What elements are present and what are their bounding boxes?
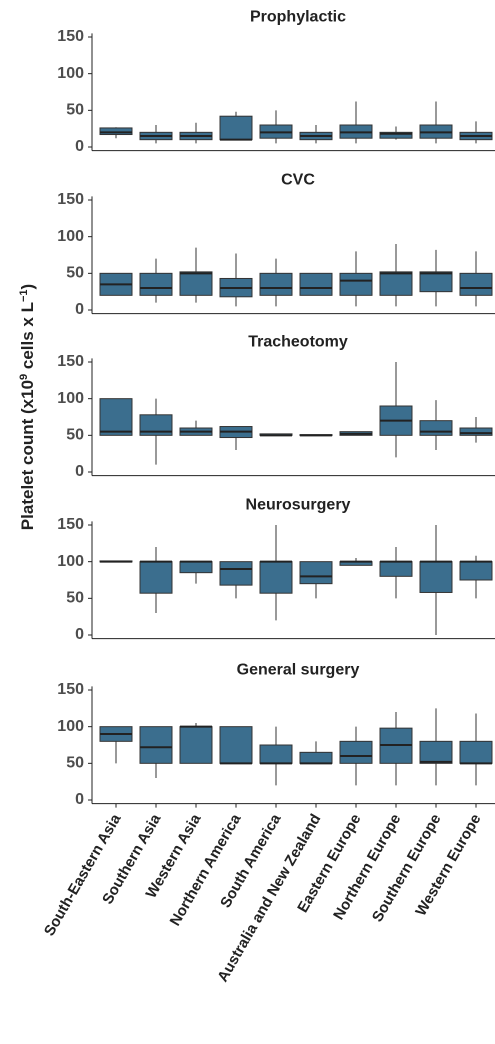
box [219, 726, 253, 764]
box [219, 115, 253, 141]
box [299, 272, 333, 296]
box [419, 420, 453, 436]
box [139, 414, 173, 436]
y-tick-label: 50 [66, 755, 84, 772]
y-axis-label-part: Platelet count (x10 [18, 380, 37, 530]
y-tick-label: 50 [66, 102, 84, 119]
box [259, 561, 293, 594]
y-tick-label: 50 [66, 427, 84, 444]
y-tick-label: 100 [57, 553, 84, 570]
y-axis-label-part: 9 [18, 374, 30, 380]
box [179, 726, 213, 764]
box [259, 272, 293, 296]
y-tick-label: 150 [57, 28, 84, 45]
y-tick-label: 50 [66, 265, 84, 282]
x-tick-label: Northern America [167, 811, 245, 929]
panel-title: General surgery [237, 661, 360, 678]
box [299, 561, 333, 585]
box [379, 131, 413, 139]
box [459, 740, 493, 764]
box [139, 561, 173, 594]
y-axis-label-part: ) [18, 284, 37, 290]
y-tick-label: 0 [75, 463, 84, 480]
box [259, 744, 293, 764]
box [459, 272, 493, 296]
y-tick-label: 150 [57, 681, 84, 698]
box [459, 427, 493, 436]
y-tick-label: 0 [75, 138, 84, 155]
box [99, 398, 133, 436]
box [339, 740, 373, 764]
box [459, 561, 493, 581]
box [419, 271, 453, 293]
box [99, 127, 133, 136]
y-tick-label: 0 [75, 626, 84, 643]
y-tick-label: 150 [57, 353, 84, 370]
box [139, 726, 173, 764]
box [179, 561, 213, 574]
y-tick-label: 0 [75, 791, 84, 808]
box [419, 561, 453, 593]
box [339, 272, 373, 296]
y-tick-label: 0 [75, 301, 84, 318]
y-tick-label: 100 [57, 65, 84, 82]
panel-title: CVC [281, 171, 315, 188]
box [419, 740, 453, 764]
y-axis-label-part: −1 [18, 289, 30, 302]
box [379, 271, 413, 296]
y-tick-label: 50 [66, 590, 84, 607]
y-tick-label: 100 [57, 228, 84, 245]
box [179, 271, 213, 296]
y-axis-label-part: cells x L [18, 302, 37, 374]
panel-title: Prophylactic [250, 8, 346, 25]
y-tick-label: 100 [57, 718, 84, 735]
box [139, 272, 173, 296]
y-tick-label: 100 [57, 390, 84, 407]
panel-title: Neurosurgery [246, 496, 351, 513]
box [379, 561, 413, 577]
box [299, 751, 333, 764]
y-tick-label: 150 [57, 516, 84, 533]
y-tick-label: 150 [57, 191, 84, 208]
panel-title: Tracheotomy [248, 333, 348, 350]
box [219, 561, 253, 586]
y-axis-label: Platelet count (x109 cells x L−1) [18, 284, 37, 530]
